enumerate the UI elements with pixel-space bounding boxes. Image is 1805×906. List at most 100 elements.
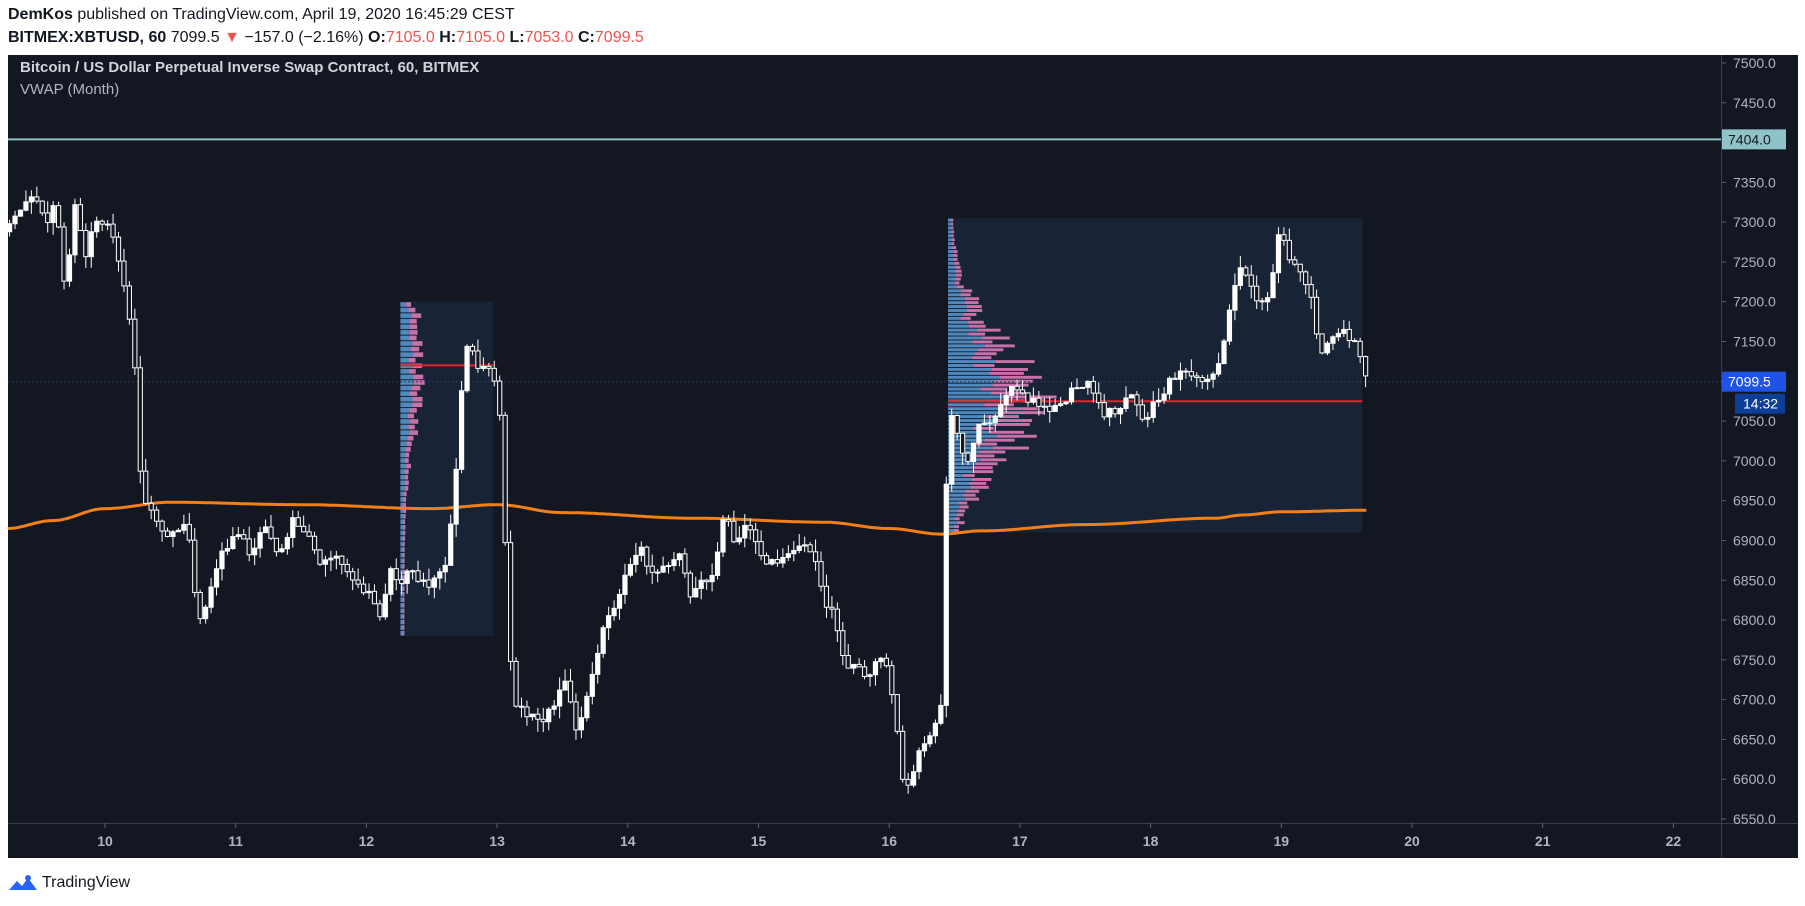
profile-bar-down <box>408 424 415 430</box>
profile-bar-up <box>948 250 954 254</box>
profile-bar-down <box>976 328 1001 332</box>
profile-bar-down <box>960 316 971 320</box>
candle-up <box>23 201 29 211</box>
candle-up <box>557 689 563 707</box>
profile-bar-up <box>948 269 956 273</box>
profile-bar-down <box>403 508 407 513</box>
profile-bar-up <box>948 340 973 344</box>
profile-bar-down <box>965 489 980 493</box>
profile-bar-down <box>413 380 425 385</box>
profile-bar-down <box>409 318 417 324</box>
profile-bar-down <box>956 513 964 517</box>
candle-up <box>94 220 100 233</box>
y-tick-label: 6700.0 <box>1733 692 1776 708</box>
published-text: published on TradingView.com, April 19, … <box>72 6 515 23</box>
candle-down <box>758 541 764 557</box>
profile-bar-up <box>948 415 987 419</box>
candle-up <box>1226 309 1233 342</box>
candle-up <box>409 570 416 573</box>
profile-bar-up <box>948 513 957 517</box>
countdown-label: 14:32 <box>1743 396 1778 412</box>
author-name[interactable]: DemKos <box>8 6 73 23</box>
y-tick-label: 6800.0 <box>1733 612 1776 628</box>
profile-bar-up <box>948 316 961 320</box>
candle-down <box>426 579 432 588</box>
candle-up <box>627 563 634 576</box>
profile-bar-up <box>400 630 403 636</box>
x-tick-label: 18 <box>1143 833 1159 849</box>
profile-bar-down <box>954 529 959 533</box>
profile-bar-down <box>402 569 405 575</box>
profile-bar-up <box>948 517 955 521</box>
x-tick-label: 17 <box>1012 833 1028 849</box>
candle-down <box>393 568 399 581</box>
candle-down <box>834 608 840 632</box>
tradingview-logo-icon[interactable] <box>8 874 38 892</box>
candle-down <box>524 706 530 718</box>
profile-bar-down <box>971 477 992 481</box>
candle-up <box>578 717 585 731</box>
candle-down <box>1259 300 1265 303</box>
candle-down <box>39 200 45 214</box>
candle-up <box>290 517 296 538</box>
candle-down <box>861 666 868 677</box>
candle-up <box>8 223 13 233</box>
profile-bar-down <box>403 525 406 530</box>
countdown-badge <box>1735 393 1785 414</box>
candle-down <box>774 559 781 564</box>
candle-up <box>1161 393 1167 401</box>
profile-bar-down <box>403 530 406 536</box>
chart-title: Bitcoin / US Dollar Perpetual Inverse Sw… <box>20 59 479 76</box>
y-tick-label: 7450.0 <box>1733 95 1776 111</box>
profile-bar-up <box>948 360 996 364</box>
candle-down <box>1183 370 1189 373</box>
brand-label[interactable]: TradingView <box>42 874 131 891</box>
profile-bar-up <box>400 385 412 391</box>
profile-bar-up <box>948 364 974 367</box>
candle-up <box>382 593 388 618</box>
candle-up <box>867 674 873 677</box>
profile-bar-down <box>954 261 960 265</box>
candle-up <box>981 422 987 425</box>
profile-bar-down <box>981 336 1010 340</box>
candle-up <box>736 537 742 543</box>
candle-down <box>1319 333 1325 354</box>
footer: TradingView <box>8 872 130 894</box>
profile-bar-down <box>407 413 415 419</box>
chart-area[interactable]: 7500.07450.07400.07350.07300.07250.07200… <box>8 55 1798 858</box>
profile-bar-up <box>400 330 410 335</box>
price-chart[interactable]: 7500.07450.07400.07350.07300.07250.07200… <box>8 55 1798 858</box>
candle-down <box>1281 234 1287 241</box>
profile-bar-down <box>412 402 423 408</box>
candle-up <box>998 404 1004 417</box>
candle-up <box>252 547 258 556</box>
profile-bar-down <box>963 493 976 497</box>
symbol-label: BITMEX:XBTUSD, 60 <box>8 29 167 46</box>
profile-bar-up <box>400 324 410 330</box>
candle-down <box>567 680 574 703</box>
candle-up <box>611 607 617 617</box>
profile-bar-down <box>989 371 1024 375</box>
candle-up <box>1128 394 1135 399</box>
candle-down <box>83 229 89 258</box>
profile-bar-up <box>400 491 404 497</box>
profile-bar-up <box>948 422 993 426</box>
candle-down <box>704 579 710 583</box>
profile-bar-up <box>948 273 956 277</box>
profile-bar-up <box>948 497 966 501</box>
candle-up <box>458 390 465 470</box>
candle-up <box>720 518 726 553</box>
candle-down <box>823 585 830 608</box>
candle-up <box>1341 328 1347 334</box>
candle-down <box>1188 371 1194 377</box>
candle-down <box>954 415 960 434</box>
profile-bar-up <box>948 446 993 450</box>
candle-up <box>600 627 606 654</box>
profile-bar-up <box>400 424 409 430</box>
profile-bar-down <box>984 344 1015 348</box>
profile-bar-up <box>400 374 413 380</box>
candle-up <box>992 415 998 424</box>
candle-up <box>1270 272 1276 299</box>
candle-up <box>698 579 704 589</box>
profile-bar-down <box>406 447 411 452</box>
